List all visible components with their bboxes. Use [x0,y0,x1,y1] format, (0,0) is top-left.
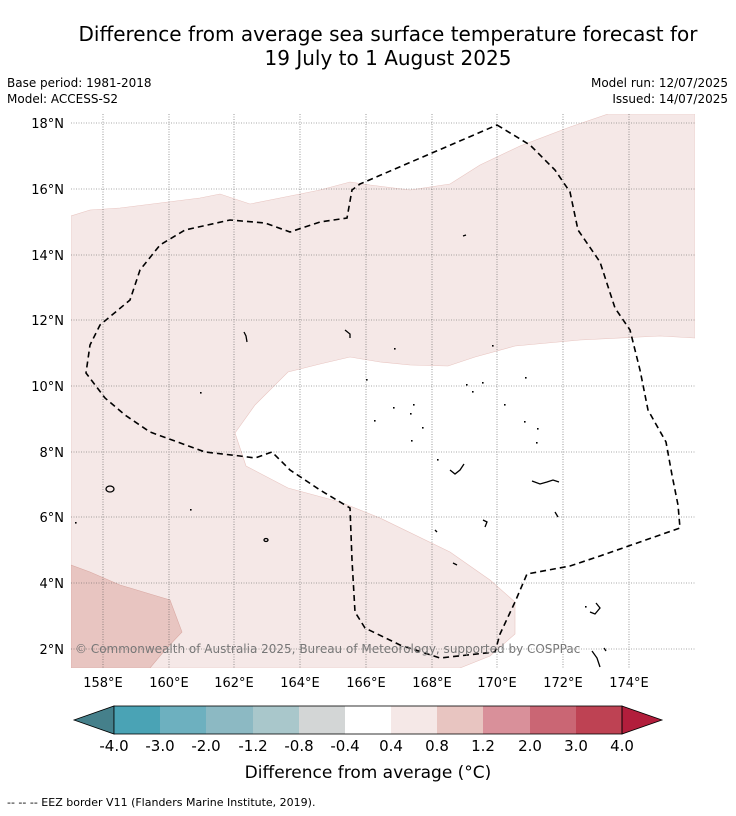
lat-label-8n: 8°N [40,446,65,461]
lat-label-6n: 6°N [40,511,65,526]
colorbar-segment-2 [160,706,206,734]
colorbar-extend-low [72,705,115,735]
lat-label-16n: 16°N [31,183,64,198]
lon-label-172e: 172°E [543,676,583,691]
colorbar-labels: -4.0 -3.0 -2.0 -1.2 -0.8 -0.4 0.4 0.8 1.… [99,737,634,755]
islets [75,345,587,608]
cb-label-10: 2.0 [518,737,542,755]
colorbar-segment-4 [253,706,299,734]
lat-labels: 2°N 4°N 6°N 8°N 10°N 12°N 14°N 16°N 18°N [31,117,64,658]
colorbar-extend-high [621,705,664,735]
lon-label-168e: 168°E [412,676,452,691]
copyright-notice: © Commonwealth of Australia 2025, Bureau… [75,642,580,656]
lon-label-160e: 160°E [149,676,189,691]
colorbar-outline [113,705,623,735]
title-line-1: Difference from average sea surface temp… [78,22,698,46]
eez-legend-text: -- -- -- EEZ border V11 (Flanders Marine… [7,796,316,809]
issued-text: Issued: 14/07/2025 [612,92,728,106]
cb-label-5: -0.8 [284,737,313,755]
colorbar-title: Difference from average (°C) [244,763,492,783]
lon-label-166e: 166°E [346,676,386,691]
model-run-text: Model run: 12/07/2025 [590,76,728,90]
map-title: Difference from average sea surface temp… [38,22,736,70]
colorbar: -4.0 -3.0 -2.0 -1.2 -0.8 -0.4 0.4 0.8 1.… [72,705,664,755]
lon-label-162e: 162°E [214,676,254,691]
anomaly-band-light [71,114,695,668]
colorbar-segment-1 [114,706,160,734]
cb-label-12: 4.0 [610,737,634,755]
colorbar-segment-8 [437,706,483,734]
eez-border [85,124,681,659]
lat-label-4n: 4°N [40,577,65,592]
colorbar-segment-9 [483,706,530,734]
cb-label-3: -2.0 [191,737,220,755]
meta-left: Base period: 1981-2018 Model: ACCESS-S2 [7,75,152,107]
lon-label-174e: 174°E [609,676,649,691]
cb-label-1: -4.0 [99,737,128,755]
cb-label-4: -1.2 [238,737,267,755]
lat-label-18n: 18°N [31,117,64,132]
title-line-2: 19 July to 1 August 2025 [264,46,512,70]
cb-label-11: 3.0 [564,737,588,755]
cb-label-6: -0.4 [330,737,359,755]
cb-label-8: 0.8 [425,737,449,755]
map-plot-area: © Commonwealth of Australia 2025, Bureau… [71,114,695,668]
cb-label-2: -3.0 [145,737,174,755]
lat-label-14n: 14°N [31,249,64,264]
colorbar-segment-7 [391,706,437,734]
cb-label-9: 1.2 [471,737,495,755]
cb-label-7: 0.4 [379,737,403,755]
colorbar-segment-6 [345,706,391,734]
colorbar-segment-10 [530,706,576,734]
colorbar-segment-3 [206,706,253,734]
gridlines [71,114,695,668]
meta-right: Model run: 12/07/2025 Issued: 14/07/2025 [591,75,728,107]
lon-label-170e: 170°E [477,676,517,691]
lon-label-158e: 158°E [83,676,123,691]
lat-label-2n: 2°N [40,643,65,658]
islands [105,234,607,668]
colorbar-segment-5 [299,706,345,734]
model-text: Model: ACCESS-S2 [7,92,119,106]
lat-label-10n: 10°N [31,380,64,395]
base-period-text: Base period: 1981-2018 [7,76,152,90]
lon-label-164e: 164°E [280,676,320,691]
colorbar-segment-11 [576,706,622,734]
lon-labels: 158°E 160°E 162°E 164°E 166°E 168°E 170°… [83,676,649,691]
lat-label-12n: 12°N [31,314,64,329]
anomaly-band-medium [71,564,183,668]
